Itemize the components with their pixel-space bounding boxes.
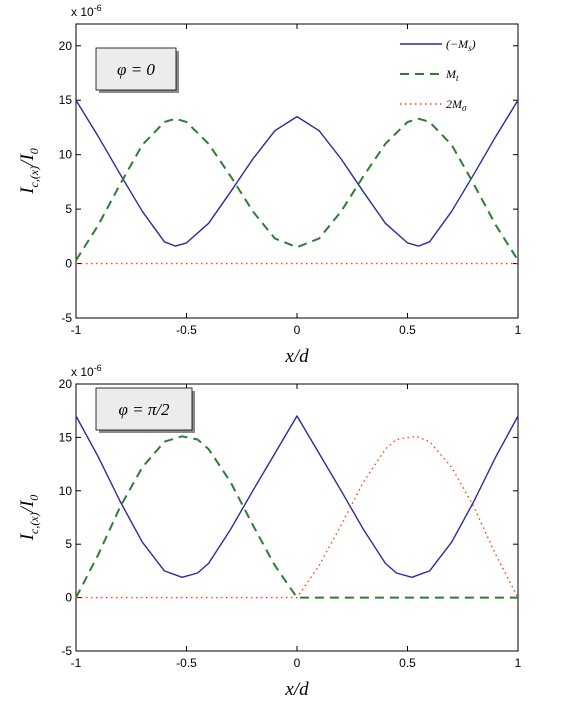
chart-panel-2: -1 -0.5 0 0.5 1 -5 0 5 10 15 20x 10-6 x/d Ic,(x)/I0 φ…	[17, 363, 522, 700]
y-axis-label: Ic,(x)/I0	[17, 495, 41, 542]
y-tick-label: -5	[61, 644, 72, 658]
series-line-1	[75, 99, 519, 247]
y-tick-label: 10	[59, 484, 73, 498]
y-tick-label: 0	[65, 257, 72, 271]
y-tick-label: 5	[65, 537, 72, 551]
x-tick-label: 1	[515, 323, 522, 337]
y-scale-factor: x 10-6	[71, 3, 102, 19]
x-tick-label: 1	[515, 656, 522, 670]
legend-label-2: Mt	[445, 67, 459, 83]
legend-label-1: (−Ms)	[446, 37, 476, 53]
x-tick-label: 0	[294, 656, 301, 670]
y-tick-label: 15	[59, 93, 73, 107]
series-line-3	[76, 435, 519, 599]
annotation-text: φ = π/2	[118, 400, 170, 419]
y-tick-label: 15	[59, 430, 73, 444]
y-tick-label: 10	[59, 148, 73, 162]
x-tick-label: -0.5	[176, 656, 197, 670]
x-axis-label: x/d	[284, 679, 309, 700]
y-scale-factor: x 10-6	[71, 363, 102, 379]
x-axis-label: x/d	[284, 346, 309, 367]
series-line-2	[75, 117, 519, 261]
y-tick-label: 20	[59, 39, 73, 53]
y-tick-label: 20	[59, 377, 73, 391]
annotation-text: φ = 0	[117, 60, 155, 79]
series-line-1	[75, 415, 519, 578]
annotation-box	[95, 387, 193, 431]
x-tick-label: -1	[71, 656, 82, 670]
y-axis-label: Ic,(x)/I0	[17, 148, 41, 195]
chart-panel-1: -1 -0.5 0 0.5 1 -5 0 5 10 15 20 x 10-6 x/d Ic,(x)/I0 φ…	[17, 3, 522, 367]
y-tick-label: 5	[65, 202, 72, 216]
y-tick-label: -5	[61, 311, 72, 325]
legend: (−Ms) Mt 2Mσ	[400, 37, 476, 113]
y-tick-label: 0	[65, 591, 72, 605]
x-tick-label: -1	[71, 323, 82, 337]
annotation-box	[95, 47, 177, 91]
series-line-2	[75, 435, 518, 599]
legend-label-3: 2Mσ	[446, 97, 467, 113]
x-tick-label: 0.5	[399, 323, 416, 337]
x-tick-label: 0	[294, 323, 301, 337]
x-tick-label: 0.5	[399, 656, 416, 670]
x-tick-label: -0.5	[176, 323, 197, 337]
